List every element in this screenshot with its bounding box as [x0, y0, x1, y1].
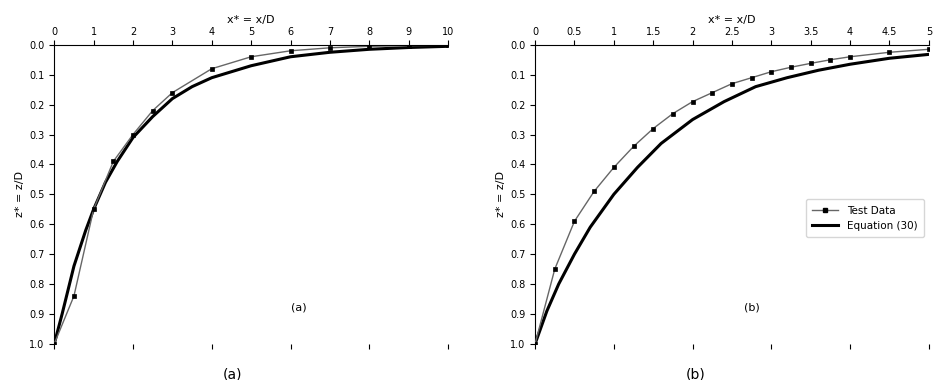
Text: (a): (a)	[223, 367, 241, 380]
X-axis label: x* = x/D: x* = x/D	[708, 15, 756, 25]
Text: (a): (a)	[291, 303, 306, 313]
Y-axis label: z* = z/D: z* = z/D	[15, 171, 25, 217]
Text: (b): (b)	[687, 367, 706, 380]
X-axis label: x* = x/D: x* = x/D	[227, 15, 275, 25]
Legend: Test Data, Equation (30): Test Data, Equation (30)	[806, 200, 923, 237]
Y-axis label: z* = z/D: z* = z/D	[496, 171, 506, 217]
Text: (b): (b)	[743, 303, 759, 313]
